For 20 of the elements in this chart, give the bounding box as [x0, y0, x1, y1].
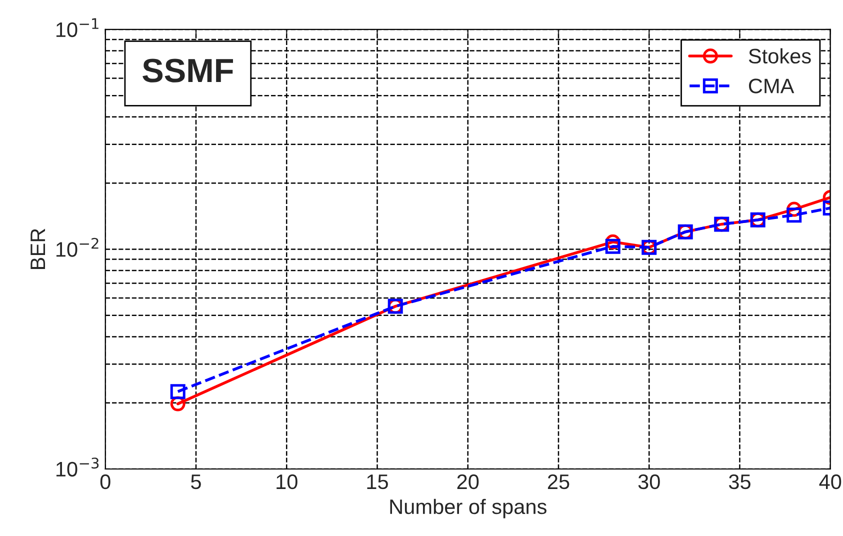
- x-tick-label: 20: [457, 474, 479, 490]
- x-tick-label: 10: [276, 474, 298, 490]
- x-tick-label: 5: [191, 474, 201, 490]
- x-tick-label: 30: [638, 474, 660, 490]
- y-tick-label: 10$^{−2}$: [56, 238, 98, 257]
- x-axis-title: Number of spans: [390, 498, 546, 518]
- y-tick-label: 10$^{−3}$: [56, 458, 99, 477]
- point: [170, 384, 186, 400]
- y-axis-title: BER: [30, 228, 46, 269]
- x-tick-label: 35: [728, 474, 750, 490]
- annotation: SSMF: [142, 58, 233, 82]
- x-tick-label: 0: [100, 474, 110, 490]
- x-tick-label: 40: [819, 474, 842, 490]
- x-tick-label: 25: [548, 474, 570, 490]
- legend-label: CMA: [748, 78, 794, 94]
- point: [786, 208, 802, 223]
- y-tick-label: 10$^{−1}$: [56, 18, 98, 38]
- x-tick-label: 15: [367, 474, 388, 490]
- legend-label: Stokes: [748, 48, 811, 64]
- point: [605, 238, 620, 254]
